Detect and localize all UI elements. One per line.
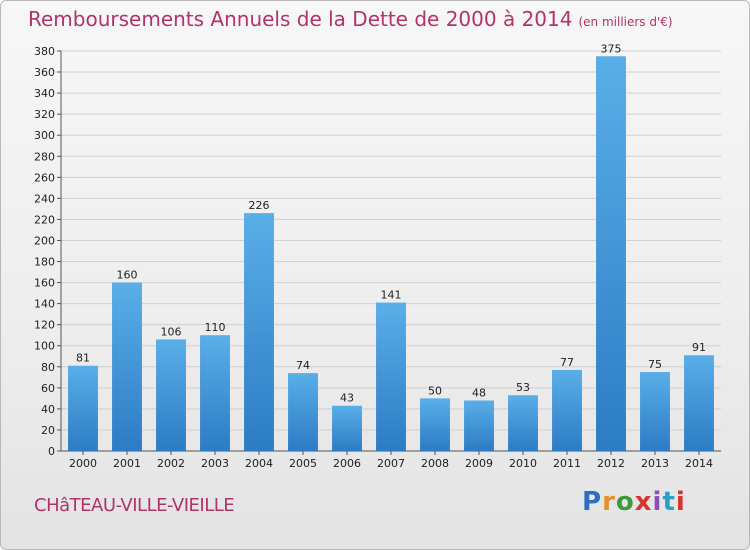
y-tick-label: 240 (34, 192, 55, 205)
bar-2014 (684, 355, 714, 451)
value-label-2000: 81 (76, 352, 90, 365)
bar-2010 (508, 395, 538, 451)
y-tick-label: 100 (34, 340, 55, 353)
x-tick-label-2012: 2012 (597, 457, 625, 470)
y-tick-label: 80 (41, 361, 55, 374)
y-tick-label: 40 (41, 403, 55, 416)
chart-title: Remboursements Annuels de la Dette de 20… (28, 7, 673, 31)
bar-2013 (640, 372, 670, 451)
y-tick-label: 300 (34, 129, 55, 142)
bar-2004 (244, 213, 274, 451)
title-text: Remboursements Annuels de la Dette de 20… (28, 7, 573, 31)
y-tick-label: 280 (34, 150, 55, 163)
bar-2006 (332, 405, 362, 451)
x-tick-label-2011: 2011 (553, 457, 581, 470)
bar-2008 (420, 398, 450, 451)
x-tick-label-2013: 2013 (641, 457, 669, 470)
value-label-2005: 74 (296, 359, 310, 372)
y-tick-label: 180 (34, 256, 55, 269)
x-tick-label-2014: 2014 (685, 457, 713, 470)
bars (68, 56, 714, 452)
bar-2011 (552, 369, 582, 451)
x-tick-label-2003: 2003 (201, 457, 229, 470)
bar-2007 (376, 302, 406, 451)
x-tick-label-2010: 2010 (509, 457, 537, 470)
value-label-2009: 48 (472, 386, 486, 399)
value-label-2011: 77 (560, 356, 574, 369)
x-tick-label-2005: 2005 (289, 457, 317, 470)
y-tick-label: 380 (34, 45, 55, 58)
y-tick-label: 60 (41, 382, 55, 395)
value-label-2010: 53 (516, 381, 530, 394)
bar-2003 (200, 335, 230, 451)
bar-2009 (464, 400, 494, 451)
y-tick-label: 120 (34, 319, 55, 332)
value-label-2008: 50 (428, 384, 442, 397)
value-label-2002: 106 (161, 325, 182, 338)
x-tick-label-2006: 2006 (333, 457, 361, 470)
y-tick-label: 320 (34, 108, 55, 121)
value-label-2006: 43 (340, 392, 354, 405)
axes: 0 20 40 60 80 100 120 140 160 180 200 220 240 260 280 3… (34, 45, 721, 470)
value-label-2003: 110 (205, 321, 226, 334)
y-tick-label: 340 (34, 87, 55, 100)
y-tick-label: 200 (34, 234, 55, 247)
bar-2002 (156, 339, 186, 451)
bar-2005 (288, 373, 318, 451)
x-tick-label-2004: 2004 (245, 457, 273, 470)
commune-name: CHâTEAU-VILLE-VIEILLE (34, 495, 235, 516)
y-tick-label: 160 (34, 277, 55, 290)
x-tick-label-2008: 2008 (421, 457, 449, 470)
bar-2001 (112, 282, 142, 451)
x-tick-label-2007: 2007 (377, 457, 405, 470)
y-tick-label: 20 (41, 424, 55, 437)
value-label-2014: 91 (692, 341, 706, 354)
x-tick-label-2002: 2002 (157, 457, 185, 470)
y-tick-label: 260 (34, 171, 55, 184)
bar-2000 (68, 365, 98, 451)
x-tick-label-2009: 2009 (465, 457, 493, 470)
unit-label: (en milliers d'€) (578, 15, 673, 29)
y-tick-label: 220 (34, 213, 55, 226)
y-tick-label: 0 (48, 445, 55, 458)
y-tick-label: 140 (34, 298, 55, 311)
y-tick-label: 360 (34, 66, 55, 79)
data-labels: 81 160 106 110 226 74 43 141 50 48 53 77 375 75 91 (76, 42, 706, 404)
value-label-2001: 160 (117, 269, 138, 282)
value-label-2013: 75 (648, 358, 662, 371)
x-tick-label-2001: 2001 (113, 457, 141, 470)
x-tick-label-2000: 2000 (69, 457, 97, 470)
bar-2012 (596, 56, 626, 452)
proxiti-logo[interactable]: Proxiti (582, 487, 686, 517)
value-label-2007: 141 (381, 289, 402, 302)
value-label-2004: 226 (249, 199, 270, 212)
value-label-2012: 375 (601, 42, 622, 55)
